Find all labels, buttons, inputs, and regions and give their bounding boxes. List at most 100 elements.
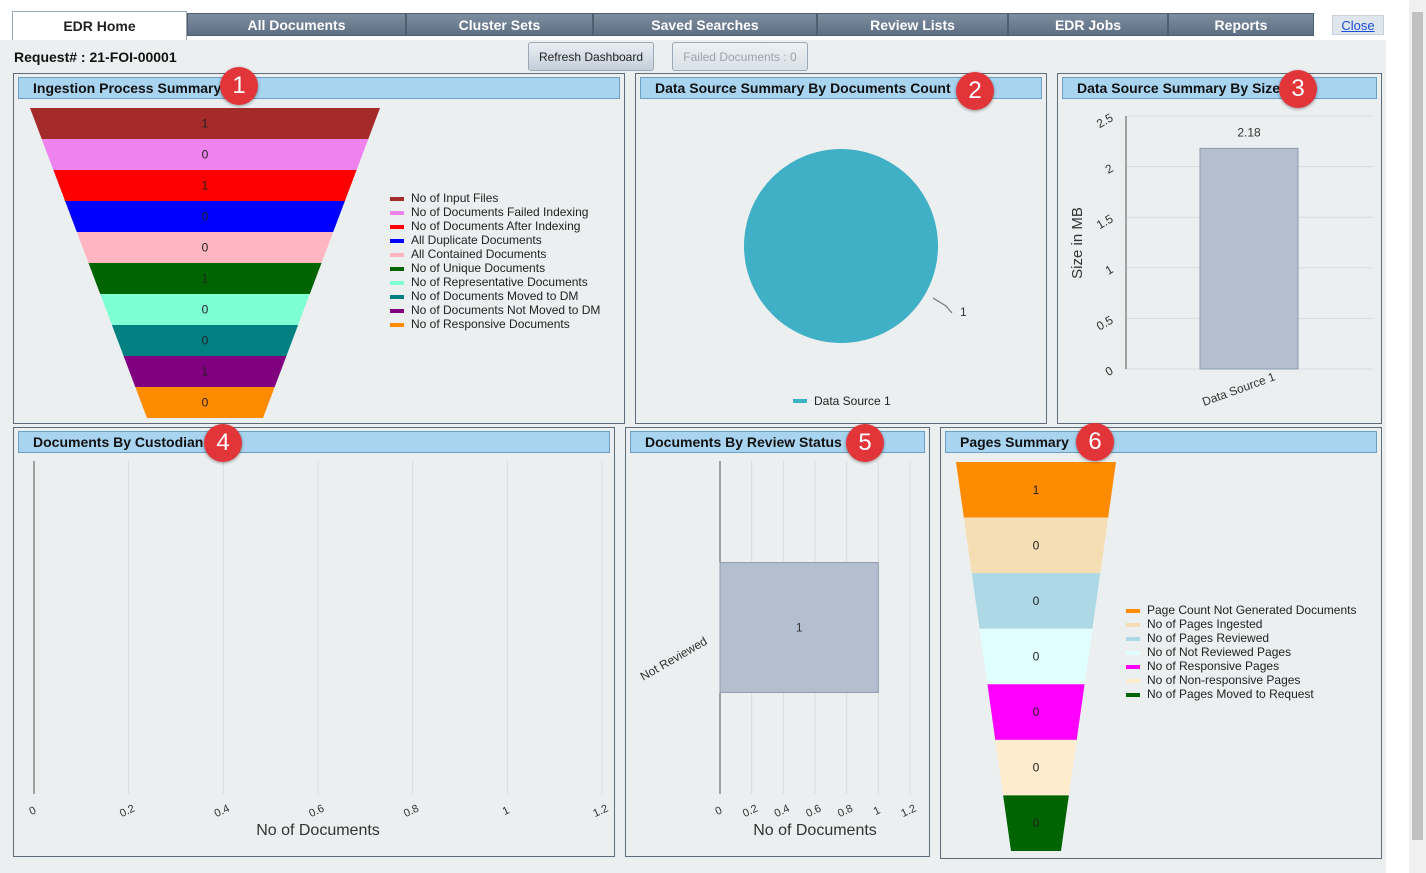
y-tick-label: 2.5 [1094, 110, 1116, 131]
legend-item: No of Non-responsive Pages [1147, 673, 1300, 687]
funnel-stage-value: 0 [202, 241, 209, 255]
legend-swatch [390, 239, 404, 243]
legend-swatch [1126, 665, 1140, 669]
legend-item: No of Not Reviewed Pages [1147, 645, 1291, 659]
custodian-bar-chart: 0 0.2 0.4 0.6 0.8 1 1.2 No of Documents [27, 461, 610, 839]
funnel-stage-value: 0 [202, 334, 209, 348]
legend-swatch [390, 281, 404, 285]
failed-documents-button[interactable]: Failed Documents : 0 [672, 42, 808, 71]
panel-title: Data Source Summary By Documents Count [640, 77, 1042, 99]
legend-item: All Contained Documents [411, 247, 546, 261]
funnel-stage [1003, 795, 1069, 851]
funnel-stage-value: 0 [202, 148, 209, 162]
x-tick-label: 0.6 [307, 803, 326, 820]
funnel-stage [979, 628, 1093, 685]
legend-item: No of Input Files [411, 191, 498, 205]
funnel-stage [971, 573, 1101, 629]
pie-leader-line [932, 297, 953, 314]
review-status-bar-chart: 0 0.2 0.4 0.6 0.8 1 1.2 No of Documents 1 Not Rev… [638, 461, 918, 839]
x-tick-label: 1.2 [899, 803, 918, 820]
x-tick-label: 0.6 [804, 803, 823, 820]
legend-swatch [1126, 623, 1140, 627]
x-tick-label: 0 [713, 805, 724, 818]
legend-item: No of Responsive Pages [1147, 659, 1279, 673]
legend-swatch [1126, 651, 1140, 655]
x-tick-label: 0.2 [118, 803, 137, 820]
legend-swatch [390, 267, 404, 271]
edr-dashboard: EDR Home All Documents Cluster Sets Save… [0, 0, 1386, 873]
funnel-stage [963, 517, 1109, 574]
tab-review-lists[interactable]: Review Lists [817, 13, 1008, 36]
tab-saved-searches[interactable]: Saved Searches [593, 13, 817, 36]
legend-swatch [390, 295, 404, 299]
legend-swatch [390, 309, 404, 313]
tab-edr-home[interactable]: EDR Home [12, 11, 187, 40]
x-tick-label: 0 [27, 805, 38, 818]
documents-count-pie-chart: 1 Data Source 1 [744, 149, 967, 408]
callout-badge-1: 1 [220, 67, 258, 105]
funnel-stage [100, 294, 310, 325]
funnel-stage-value: 1 [202, 117, 209, 131]
legend-item: All Duplicate Documents [411, 233, 542, 247]
size-summary-panel: Data Source Summary By Size 0 0.5 1 1.5 2 2.5… [1057, 73, 1382, 424]
ingestion-summary-panel: Ingestion Process Summary 1 No of Input F… [13, 73, 625, 424]
callout-badge-5: 5 [846, 424, 884, 462]
refresh-dashboard-button[interactable]: Refresh Dashboard [528, 42, 654, 71]
y-tick-label: 2 [1103, 161, 1116, 177]
y-tick-label: 0 [1103, 363, 1116, 379]
x-tick-label: Data Source 1 [1200, 369, 1277, 409]
legend-item: No of Pages Moved to Request [1147, 687, 1314, 701]
funnel-stage-value: 0 [1033, 816, 1040, 830]
callout-badge-4: 4 [204, 424, 242, 462]
funnel-stage-value: 0 [1033, 705, 1040, 719]
request-number: Request# : 21-FOI-00001 [14, 49, 177, 65]
tab-cluster-sets[interactable]: Cluster Sets [406, 13, 593, 36]
bar-value-label: 1 [796, 621, 803, 635]
x-tick-label: 1 [872, 805, 883, 818]
legend-item: No of Documents Failed Indexing [411, 205, 588, 219]
y-tick-label: Not Reviewed [638, 634, 710, 683]
tab-edr-jobs[interactable]: EDR Jobs [1008, 13, 1168, 36]
funnel-stage [65, 201, 345, 232]
legend-item: No of Documents Moved to DM [411, 289, 578, 303]
legend-item: No of Pages Ingested [1147, 617, 1262, 631]
funnel-stage [123, 356, 287, 387]
review-status-panel: Documents By Review Status 0 0.2 0.4 0.6 0.8… [625, 427, 930, 857]
documents-count-panel: Data Source Summary By Documents Count 1… [635, 73, 1047, 424]
scrollbar-thumb[interactable] [1412, 12, 1423, 840]
legend-item: No of Responsive Documents [411, 317, 570, 331]
legend-item: No of Unique Documents [411, 261, 545, 275]
close-link[interactable]: Close [1332, 15, 1384, 35]
funnel-stage [111, 325, 299, 356]
funnel-stage-value: 0 [202, 210, 209, 224]
funnel-stage [53, 170, 357, 201]
legend-swatch [1126, 637, 1140, 641]
legend-item: No of Documents Not Moved to DM [411, 303, 600, 317]
legend-swatch [390, 323, 404, 327]
legend-swatch [1126, 609, 1140, 613]
size-bar-chart: 0 0.5 1 1.5 2 2.5 2.18 Size in MB Data Source 1 [1069, 110, 1373, 409]
legend-item: Page Count Not Generated Documents [1147, 603, 1356, 617]
funnel-stage-value: 1 [1033, 483, 1040, 497]
funnel-stage-value: 0 [202, 303, 209, 317]
x-tick-label: 0.4 [213, 803, 232, 820]
panel-title: Data Source Summary By Size [1062, 77, 1377, 99]
legend-swatch [390, 253, 404, 257]
legend-item: No of Pages Reviewed [1147, 631, 1269, 645]
callout-badge-3: 3 [1279, 70, 1317, 108]
ingestion-funnel-chart: 1 No of Input Files 0 No of Documents Faile… [30, 108, 600, 418]
bar [1199, 147, 1299, 370]
callout-badge-6: 6 [1076, 423, 1114, 461]
funnel-stage-value: 0 [202, 396, 209, 410]
pie-slice [744, 149, 938, 343]
pages-funnel-chart: 1 Page Count Not Generated Documents 0 No o… [956, 462, 1356, 851]
bar-value-label: 2.18 [1237, 125, 1261, 139]
panel-title: Pages Summary [945, 431, 1377, 453]
tab-reports[interactable]: Reports [1168, 13, 1314, 36]
funnel-stage [956, 462, 1116, 518]
legend-swatch [390, 225, 404, 229]
y-axis-label: Size in MB [1069, 207, 1086, 279]
x-tick-label: 0.4 [773, 803, 792, 820]
x-tick-label: 1.2 [591, 803, 610, 820]
tab-all-documents[interactable]: All Documents [187, 13, 406, 36]
